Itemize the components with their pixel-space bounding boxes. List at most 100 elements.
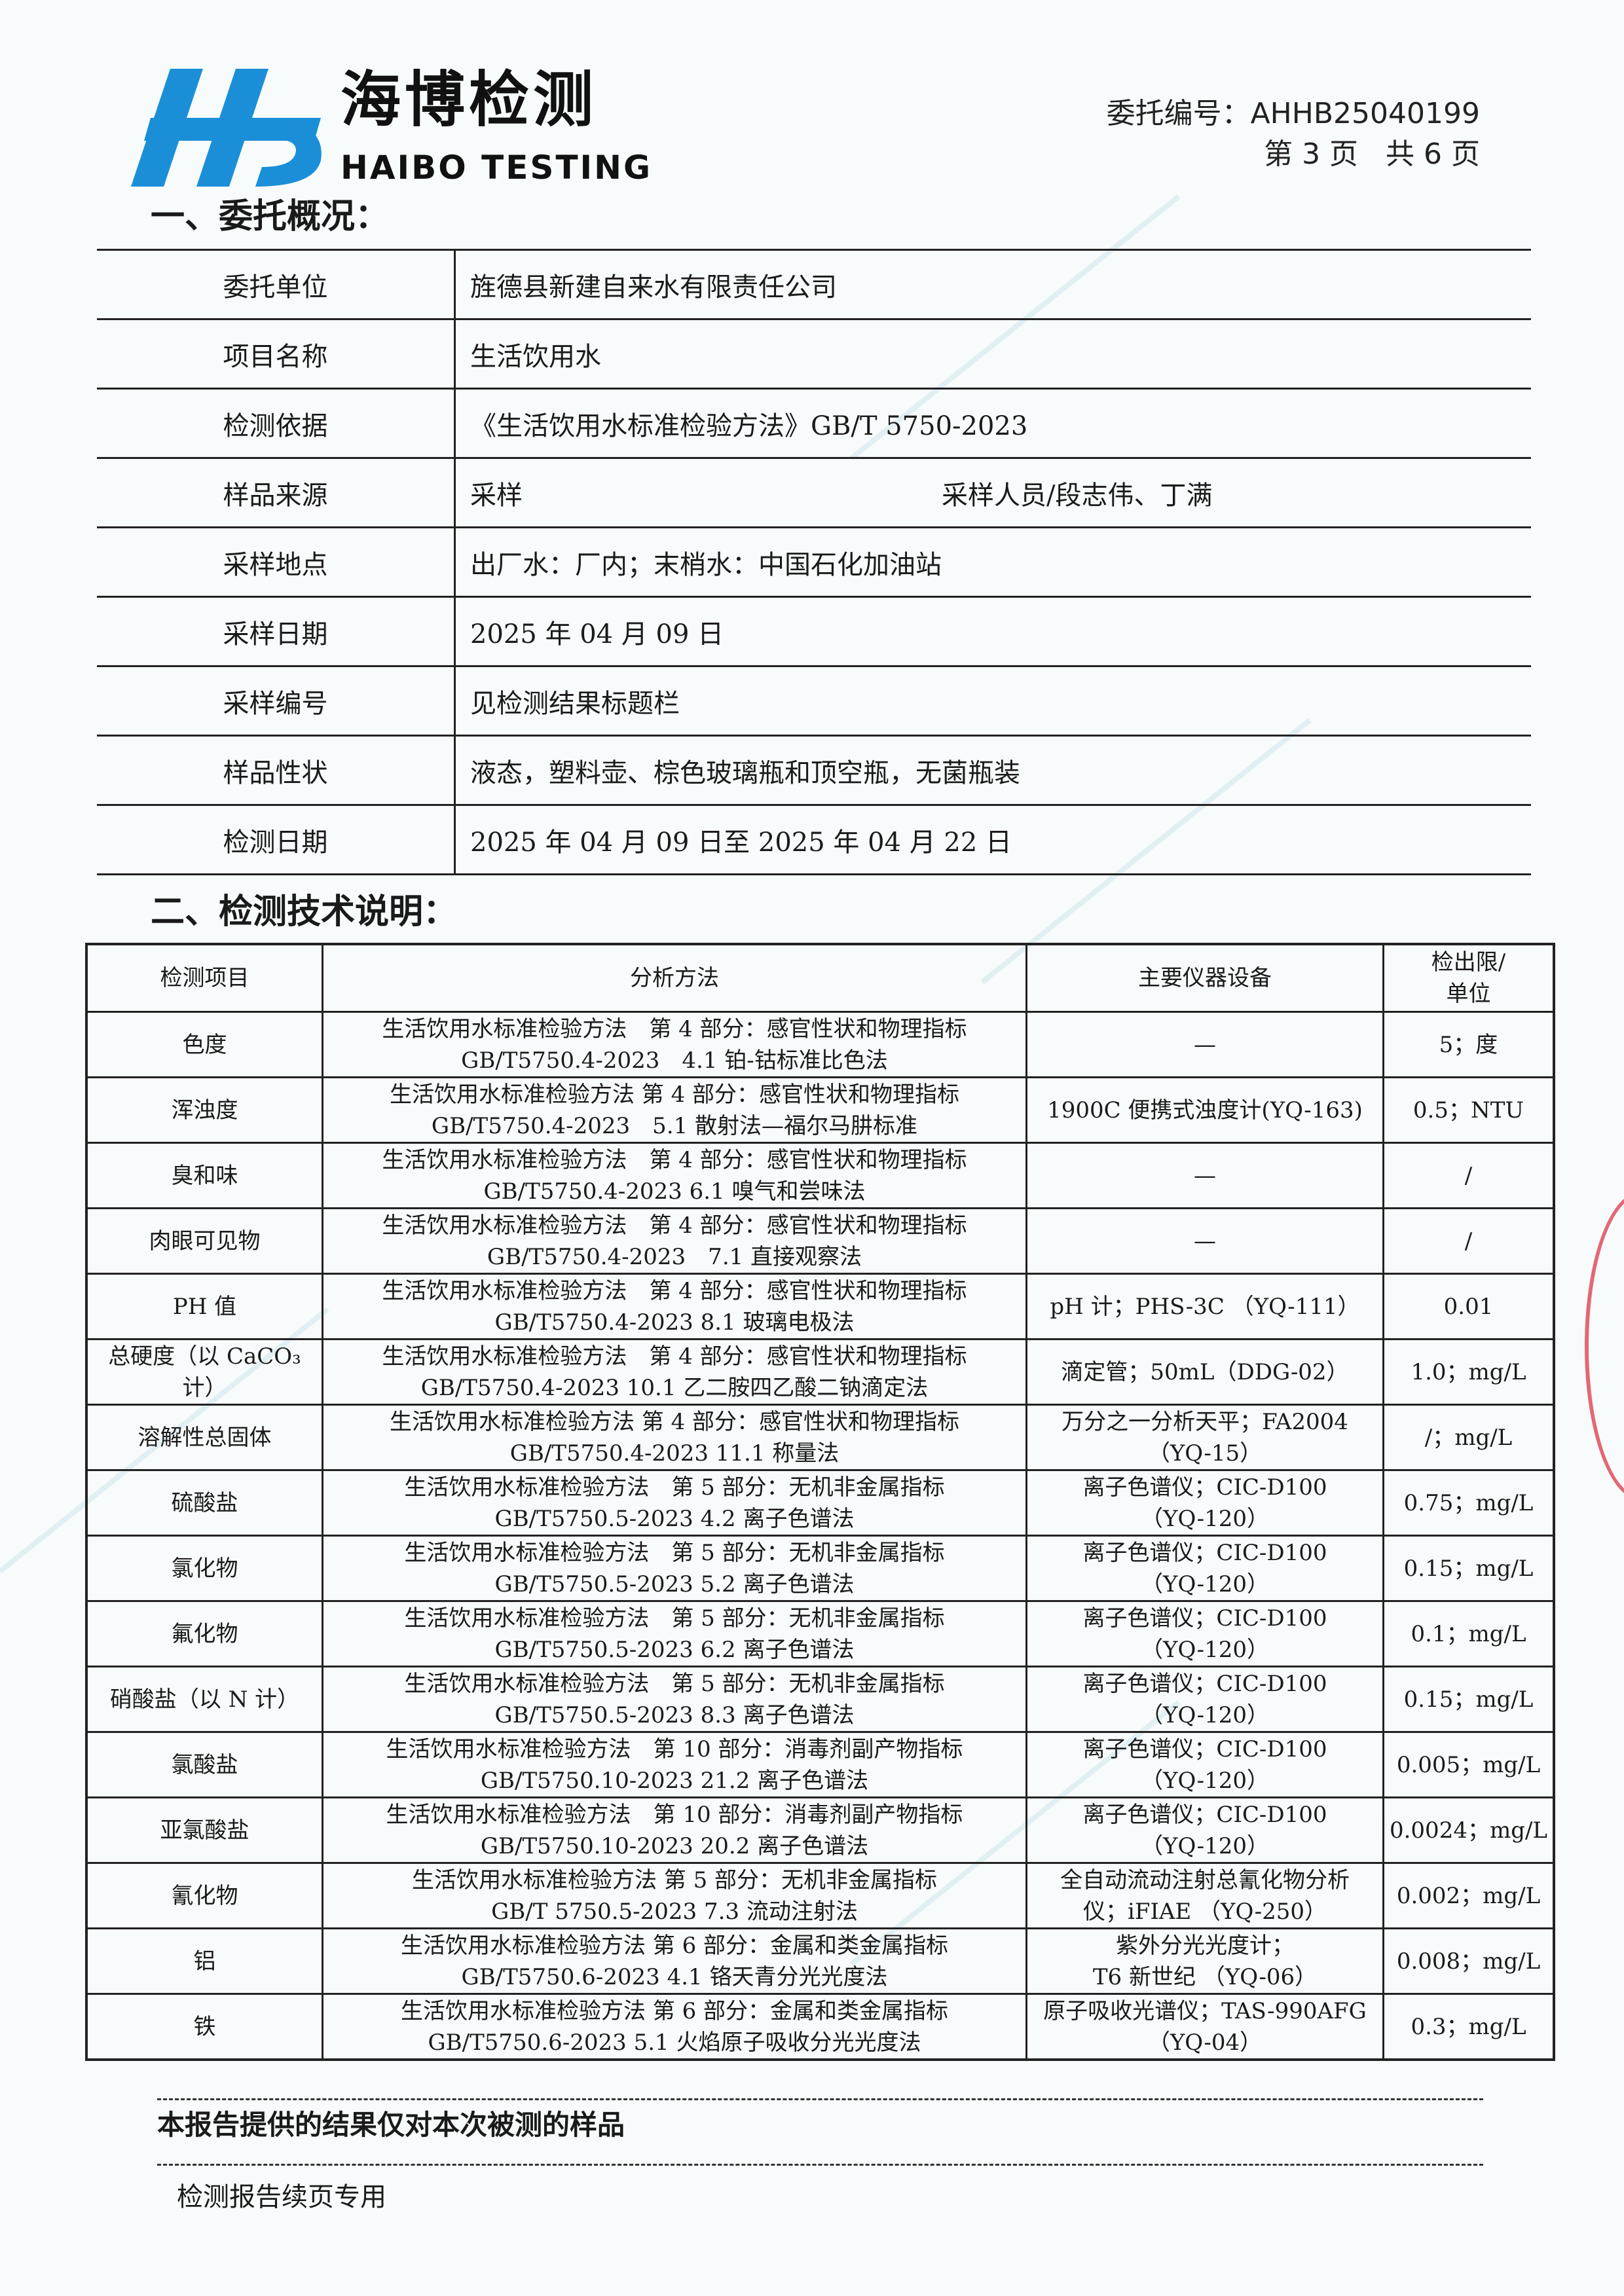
value-text: 出厂水：厂内；末梢水：中国石化加油站 (470, 549, 942, 580)
detection-limit: 0.75；mg/L (1382, 1469, 1555, 1537)
header-item: 检测项目 (85, 943, 323, 1013)
analysis-method: 生活饮用水标准检验方法 第 5 部分：无机非金属指标 GB/T 5750.5-20… (322, 1862, 1027, 1929)
overview-row: 检测日期 2025 年 04 月 09 日至 2025 年 04 月 22 日 (97, 804, 1531, 875)
method-line-2: GB/T5750.4-2023 4.1 铂-钴标准比色法 (461, 1047, 888, 1074)
detection-limit: 0.3；mg/L (1382, 1993, 1555, 2061)
detection-limit: 0.5；NTU (1382, 1076, 1555, 1144)
test-row: 溶解性总固体 生活饮用水标准检验方法 第 4 部分：感官性状和物理指标 GB/T5… (85, 1404, 1555, 1471)
divider (157, 2164, 1483, 2166)
equipment: 离子色谱仪；CIC-D100 （YQ-120） (1025, 1666, 1384, 1733)
value-text: 液态，塑料壶、棕色玻璃瓶和顶空瓶，无菌瓶装 (470, 757, 1020, 788)
analysis-method: 生活饮用水标准检验方法 第 4 部分：感官性状和物理指标 GB/T5750.4-2… (322, 1273, 1027, 1340)
method-line-2: GB/T5750.6-2023 5.1 火焰原子吸收分光光度法 (428, 2029, 921, 2056)
method-line-1: 生活饮用水标准检验方法 第 5 部分：无机非金属指标 (411, 1867, 938, 1893)
overview-label: 采样编号 (97, 665, 456, 737)
test-row: 硫酸盐 生活饮用水标准检验方法 第 5 部分：无机非金属指标 GB/T5750.5… (85, 1469, 1555, 1537)
equipment-line-1: 离子色谱仪；CIC-D100 (1082, 1801, 1327, 1828)
overview-label: 检测依据 (97, 388, 456, 459)
equipment-line-1: 滴定管；50mL（DDG-02） (1061, 1358, 1349, 1385)
test-item: 总硬度（以 CaCO₃计） (85, 1338, 323, 1406)
method-line-2: GB/T5750.5-2023 8.3 离子色谱法 (494, 1702, 855, 1728)
method-line-1: 生活饮用水标准检验方法 第 6 部分：金属和类金属指标 (400, 1997, 949, 2024)
equipment-line-1: 离子色谱仪；CIC-D100 (1082, 1670, 1327, 1697)
method-line-1: 生活饮用水标准检验方法 第 6 部分：金属和类金属指标 (400, 1932, 949, 1959)
method-line-1: 生活饮用水标准检验方法 第 4 部分：感官性状和物理指标 (389, 1081, 960, 1108)
test-item: 铁 (85, 1993, 323, 2061)
method-line-2: GB/T5750.5-2023 5.2 离子色谱法 (494, 1571, 855, 1597)
equipment: 离子色谱仪；CIC-D100 （YQ-120） (1025, 1796, 1384, 1864)
equipment-line-2: （YQ-120） (1141, 1636, 1269, 1663)
overview-value: 生活饮用水 (454, 318, 1531, 390)
equipment: 滴定管；50mL（DDG-02） (1025, 1338, 1384, 1406)
method-line-1: 生活饮用水标准检验方法 第 4 部分：感官性状和物理指标 (382, 1212, 967, 1239)
overview-row: 采样地点 出厂水：厂内；末梢水：中国石化加油站 (97, 526, 1531, 598)
detection-limit: 0.01 (1382, 1273, 1555, 1340)
overview-row: 项目名称 生活饮用水 (97, 318, 1531, 390)
method-line-2: GB/T5750.4-2023 6.1 嗅气和尝味法 (483, 1178, 866, 1205)
overview-value: 2025 年 04 月 09 日 (454, 596, 1531, 667)
method-line-2: GB/T5750.4-2023 8.1 玻璃电极法 (494, 1309, 855, 1336)
sampler-text: 采样人员/段志伟、丁满 (942, 480, 1213, 511)
value-text: 采样 (470, 480, 523, 511)
method-line-2: GB/T5750.6-2023 4.1 铬天青分光光度法 (461, 1963, 888, 1990)
test-row: 氟化物 生活饮用水标准检验方法 第 5 部分：无机非金属指标 GB/T5750.5… (85, 1600, 1555, 1667)
section-1-title: 一、委托概况： (151, 197, 390, 236)
method-line-1: 生活饮用水标准检验方法 第 4 部分：感官性状和物理指标 (382, 1015, 967, 1042)
test-row: 色度 生活饮用水标准检验方法 第 4 部分：感官性状和物理指标 GB/T5750.… (85, 1011, 1555, 1078)
analysis-method: 生活饮用水标准检验方法 第 10 部分：消毒剂副产物指标 GB/T5750.10-… (322, 1731, 1027, 1798)
test-item: PH 值 (85, 1273, 323, 1340)
equipment-line-2: （YQ-120） (1141, 1702, 1269, 1728)
equipment-line-1: 全自动流动注射总氰化物分析 (1060, 1867, 1350, 1893)
equipment-line-2: （YQ-120） (1141, 1505, 1269, 1532)
method-line-2: GB/T5750.10-2023 21.2 离子色谱法 (480, 1767, 869, 1794)
method-line-1: 生活饮用水标准检验方法 第 4 部分：感官性状和物理指标 (382, 1277, 967, 1304)
method-line-2: GB/T5750.5-2023 6.2 离子色谱法 (494, 1636, 855, 1663)
test-row: 浑浊度 生活饮用水标准检验方法 第 4 部分：感官性状和物理指标 GB/T5750… (85, 1076, 1555, 1144)
value-text: 2025 年 04 月 09 日 (470, 619, 724, 649)
equipment-line-2: 仪；iFIAE （YQ-250） (1082, 1898, 1327, 1925)
test-row: 铁 生活饮用水标准检验方法 第 6 部分：金属和类金属指标 GB/T5750.6-… (85, 1993, 1555, 2061)
technical-description-table: 检测项目 分析方法 主要仪器设备 检出限/ 单位 色度 生活饮用水标准检验方法 … (85, 943, 1555, 2061)
detection-limit: 0.1；mg/L (1382, 1600, 1555, 1667)
test-item: 硫酸盐 (85, 1469, 323, 1537)
header-equipment: 主要仪器设备 (1025, 943, 1384, 1013)
continuation-note: 检测报告续页专用 (177, 2182, 386, 2212)
method-line-2: GB/T5750.4-2023 7.1 直接观察法 (487, 1243, 862, 1270)
analysis-method: 生活饮用水标准检验方法 第 5 部分：无机非金属指标 GB/T5750.5-202… (322, 1666, 1027, 1733)
method-line-2: GB/T5750.5-2023 4.2 离子色谱法 (494, 1505, 855, 1532)
method-line-2: GB/T5750.4-2023 10.1 乙二胺四乙酸二钠滴定法 (420, 1374, 929, 1401)
test-item: 氯化物 (85, 1535, 323, 1602)
analysis-method: 生活饮用水标准检验方法 第 10 部分：消毒剂副产物指标 GB/T5750.10-… (322, 1796, 1027, 1864)
method-line-1: 生活饮用水标准检验方法 第 5 部分：无机非金属指标 (404, 1539, 945, 1566)
detection-limit: 0.0024；mg/L (1382, 1796, 1555, 1864)
equipment-line-1: 1900C 便携式浊度计(YQ-163) (1047, 1097, 1363, 1123)
equipment: 全自动流动注射总氰化物分析 仪；iFIAE （YQ-250） (1025, 1862, 1384, 1929)
equipment-line-2: （YQ-120） (1141, 1571, 1269, 1597)
equipment: 离子色谱仪；CIC-D100 （YQ-120） (1025, 1535, 1384, 1602)
test-item: 硝酸盐（以 N 计） (85, 1666, 323, 1733)
report-number: 委托编号：AHHB25040199 (1106, 97, 1480, 130)
test-item: 浑浊度 (85, 1076, 323, 1144)
test-item: 臭和味 (85, 1142, 323, 1209)
header-limit: 检出限/ 单位 (1382, 943, 1555, 1013)
detection-limit: / (1382, 1207, 1555, 1275)
overview-value: 见检测结果标题栏 (454, 665, 1531, 737)
equipment: — (1025, 1207, 1384, 1275)
equipment: 原子吸收光谱仪；TAS-990AFG （YQ-04） (1025, 1993, 1384, 2061)
overview-value: 旌德县新建自来水有限责任公司 (454, 249, 1531, 320)
equipment-line-2: （YQ-120） (1141, 1767, 1269, 1794)
overview-row: 样品来源 采样 采样人员/段志伟、丁满 (97, 457, 1531, 528)
equipment: 万分之一分析天平；FA2004 （YQ-15） (1025, 1404, 1384, 1471)
value-text: 《生活饮用水标准检验方法》GB/T 5750-2023 (470, 410, 1028, 441)
detection-limit: 0.15；mg/L (1382, 1535, 1555, 1602)
analysis-method: 生活饮用水标准检验方法 第 5 部分：无机非金属指标 GB/T5750.5-202… (322, 1600, 1027, 1667)
equipment-line-1: 离子色谱仪；CIC-D100 (1082, 1605, 1327, 1631)
hb-logo-icon (131, 69, 322, 187)
equipment: 离子色谱仪；CIC-D100 （YQ-120） (1025, 1469, 1384, 1537)
equipment: — (1025, 1142, 1384, 1209)
test-row: 氰化物 生活饮用水标准检验方法 第 5 部分：无机非金属指标 GB/T 5750.… (85, 1862, 1555, 1929)
value-text: 生活饮用水 (470, 341, 601, 372)
equipment-line-1: 紫外分光光度计； (1116, 1932, 1294, 1959)
overview-row: 采样日期 2025 年 04 月 09 日 (97, 596, 1531, 667)
equipment-line-2: （YQ-04） (1147, 2029, 1263, 2056)
